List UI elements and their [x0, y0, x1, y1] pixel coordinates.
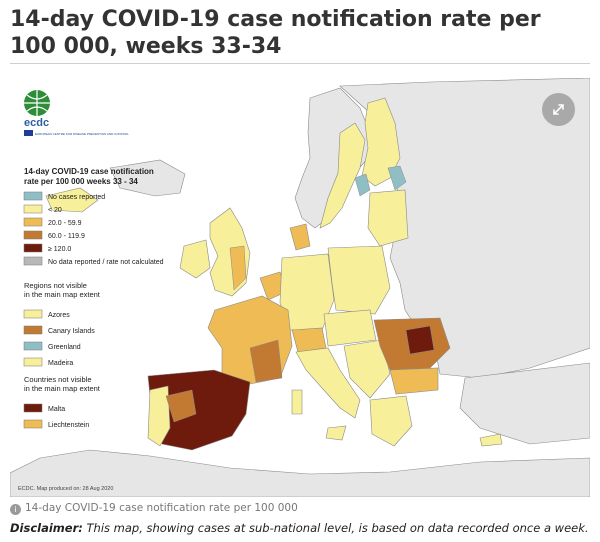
- legend-title-line1: 14-day COVID-19 case notification: [24, 167, 154, 176]
- legend-countries-heading-line2: in the main map extent: [24, 384, 101, 393]
- ecdc-logo-text: ecdc: [24, 117, 49, 129]
- bulgaria-shape: [389, 367, 439, 395]
- legend-region-label-3: Madeira: [48, 360, 73, 367]
- disclaimer: Disclaimer: This map, showing cases at s…: [10, 521, 590, 535]
- legend-class-label-1: < 20: [48, 207, 62, 214]
- balkans-shape: [343, 339, 391, 399]
- legend-region-swatch-2: [23, 341, 43, 351]
- map-view[interactable]: ecdc EUROPEAN CENTRE FOR DISEASE PREVENT…: [10, 78, 590, 497]
- legend-class-swatch-4: [23, 243, 43, 253]
- legend-region-swatch-3: [23, 357, 43, 367]
- sweden-shape: [319, 122, 366, 229]
- legend-country-label-1: Liechtenstein: [48, 422, 89, 429]
- expand-arrows-icon: [553, 104, 564, 115]
- legend-class-label-0: No cases reported: [48, 194, 105, 201]
- legend-region-label-0: Azores: [48, 312, 70, 319]
- legend-class-swatch-5: [23, 256, 43, 266]
- czechia-hungary-shape: [323, 309, 377, 347]
- denmark-shape: [289, 223, 311, 251]
- caption-text: 14-day COVID-19 case notification rate p…: [25, 502, 298, 514]
- ecdc-logo: ecdc EUROPEAN CENTRE FOR DISEASE PREVENT…: [24, 90, 129, 136]
- legend-regions-heading-line1: Regions not visible: [24, 281, 87, 290]
- sardinia-shape: [291, 389, 303, 415]
- disclaimer-text: This map, showing cases at sub-national …: [82, 521, 589, 535]
- finland-shape: [361, 97, 401, 187]
- sweden-region-no-cases: [354, 173, 371, 197]
- map-production-note: ECDC. Map produced on: 28 Aug 2020: [18, 486, 113, 492]
- legend-region-label-2: Greenland: [48, 344, 81, 351]
- france-region-high: [249, 339, 283, 383]
- legend-classes: No cases reported < 20 20.0 - 59.9 60.0 - 1…: [23, 191, 164, 266]
- legend-class-swatch-3: [23, 230, 43, 240]
- legend-country-swatch-0: [23, 403, 43, 413]
- ireland-shape: [179, 239, 211, 279]
- legend-regions-heading-line2: in the main map extent: [24, 290, 101, 299]
- baltic-states-shape: [367, 189, 409, 247]
- legend-country-swatch-1: [23, 419, 43, 429]
- legend-class-swatch-0: [23, 191, 43, 201]
- map-caption: i 14-day COVID-19 case notification rate …: [10, 502, 298, 515]
- sicily-shape: [325, 425, 347, 441]
- legend-country-label-0: Malta: [48, 406, 65, 413]
- legend-countries-heading-line1: Countries not visible: [24, 375, 92, 384]
- spain-region-mid: [165, 389, 197, 423]
- legend-class-swatch-1: [23, 204, 43, 214]
- poland-shape: [327, 245, 391, 315]
- legend-class-swatch-2: [23, 217, 43, 227]
- greece-shape: [369, 395, 413, 447]
- portugal-shape: [147, 385, 171, 447]
- map-legend: 14-day COVID-19 case notification rate p…: [23, 167, 164, 429]
- cyprus-shape: [479, 433, 503, 447]
- legend-class-label-2: 20.0 - 59.9: [48, 220, 82, 227]
- info-icon[interactable]: i: [10, 504, 21, 515]
- finland-region-no-cases: [387, 165, 407, 191]
- switzerland-austria-shape: [291, 327, 327, 353]
- title-divider: [10, 63, 590, 64]
- legend-class-label-3: 60.0 - 119.9: [48, 233, 85, 240]
- legend-class-label-4: ≥ 120.0: [48, 246, 71, 253]
- uk-region-mid: [229, 245, 247, 291]
- legend-regions: Azores Canary Islands Greenland Madeira: [23, 309, 95, 367]
- non-eu-land: [10, 78, 590, 497]
- italy-shape: [295, 347, 361, 419]
- legend-region-swatch-0: [23, 309, 43, 319]
- legend-title-line2: rate per 100 000 weeks 33 - 34: [24, 177, 138, 186]
- disclaimer-label: Disclaimer:: [10, 521, 83, 535]
- romania-region-very-high: [405, 325, 435, 355]
- expand-map-button[interactable]: [542, 93, 575, 126]
- legend-region-swatch-1: [23, 325, 43, 335]
- legend-class-label-5: No data reported / rate not calculated: [48, 259, 164, 266]
- legend-countries: Malta Liechtenstein: [23, 403, 89, 429]
- legend-region-label-1: Canary Islands: [48, 328, 95, 335]
- page-title: 14-day COVID-19 case notification rate p…: [10, 7, 541, 59]
- iceland-shape: [45, 187, 99, 213]
- ecdc-logo-subtitle: EUROPEAN CENTRE FOR DISEASE PREVENTION A…: [35, 132, 129, 136]
